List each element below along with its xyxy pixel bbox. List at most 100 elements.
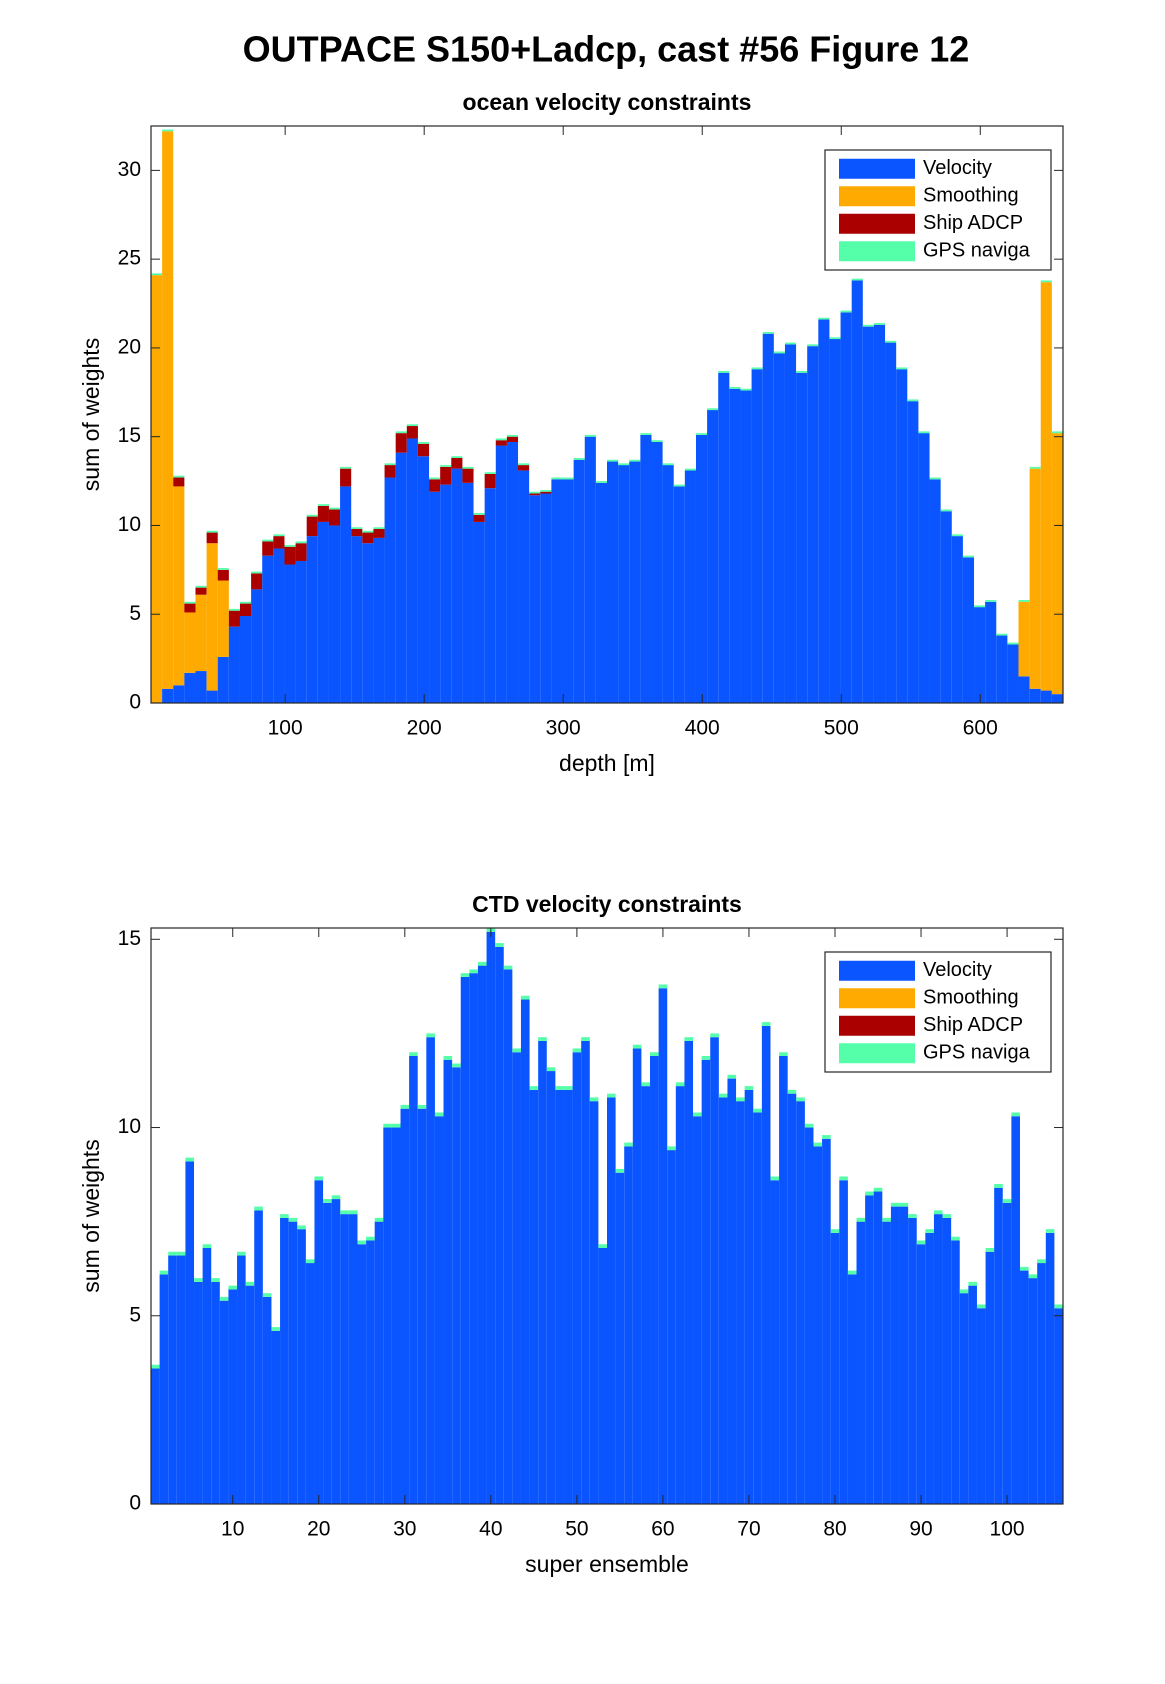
- bar-segment: [506, 436, 519, 443]
- bar-segment: [951, 534, 963, 537]
- bar-segment: [865, 1191, 874, 1196]
- bar-segment: [417, 456, 430, 703]
- bar-segment: [818, 317, 830, 320]
- bar-segment: [885, 340, 897, 343]
- bar-segment: [718, 371, 730, 373]
- bar-segment: [219, 1300, 229, 1504]
- bar-segment: [968, 1281, 977, 1286]
- bar-segment: [736, 1097, 745, 1102]
- bar-segment: [710, 1033, 719, 1038]
- x-tick-label: 50: [565, 1518, 588, 1541]
- bar-segment: [538, 1040, 547, 1504]
- bar-segment: [486, 931, 496, 1504]
- bar-segment: [239, 616, 252, 703]
- bar-segment: [271, 1327, 281, 1331]
- bar-segment: [839, 1176, 848, 1181]
- bar-segment: [462, 468, 474, 483]
- bar-segment: [184, 603, 196, 613]
- bar-segment: [942, 1214, 952, 1218]
- bar-segment: [254, 1210, 263, 1504]
- bar-segment: [206, 543, 218, 691]
- bar-segment: [451, 468, 463, 703]
- bar-segment: [641, 1082, 651, 1087]
- bar-segment: [629, 459, 641, 462]
- bar-segment: [942, 1217, 952, 1504]
- bar-segment: [217, 656, 229, 703]
- bar-segment: [951, 1236, 960, 1241]
- x-tick-label: 200: [407, 717, 442, 740]
- bar-segment: [684, 1040, 694, 1504]
- bar-segment: [829, 339, 841, 703]
- bar-segment: [383, 1127, 392, 1504]
- bar-segment: [615, 1168, 625, 1173]
- bar-segment: [529, 1086, 539, 1090]
- bar-segment: [804, 1127, 814, 1504]
- bar-segment: [1029, 688, 1041, 703]
- bar-segment: [675, 1086, 685, 1504]
- bar-segment: [929, 479, 941, 703]
- bar-segment: [1007, 644, 1019, 703]
- bar-segment: [540, 489, 552, 492]
- bar-segment: [323, 1202, 332, 1504]
- x-tick-label: 100: [990, 1518, 1025, 1541]
- bar-segment: [546, 1067, 556, 1072]
- bar-segment: [847, 1274, 857, 1504]
- bar-segment: [484, 473, 496, 489]
- bar-segment: [284, 546, 296, 565]
- bar-segment: [384, 463, 396, 466]
- bar-segment: [211, 1281, 220, 1504]
- bar-segment: [563, 1089, 573, 1504]
- bar-segment: [1051, 694, 1063, 703]
- subplot-title: ocean velocity constraints: [463, 89, 752, 115]
- bar-segment: [962, 555, 975, 558]
- bar-segment: [1019, 1270, 1029, 1504]
- bar-segment: [495, 943, 504, 947]
- bar-segment: [503, 969, 513, 1504]
- bar-segment: [184, 601, 196, 604]
- x-tick-label: 300: [546, 717, 581, 740]
- bar-segment: [773, 351, 785, 354]
- bar-segment: [976, 1308, 986, 1504]
- bar-segment: [162, 131, 174, 689]
- bar-segment: [237, 1251, 246, 1256]
- bar-segment: [228, 1289, 238, 1504]
- bar-segment: [206, 530, 218, 533]
- bar-segment: [851, 278, 863, 281]
- bar-segment: [727, 1078, 737, 1504]
- bar-segment: [406, 426, 418, 439]
- bar-segment: [195, 587, 207, 595]
- bar-segment: [328, 507, 341, 510]
- bar-segment: [366, 1240, 375, 1504]
- bar-segment: [331, 1199, 341, 1504]
- x-tick-label: 10: [221, 1518, 244, 1541]
- bar-segment: [701, 1059, 711, 1504]
- bar-segment: [373, 537, 385, 703]
- x-tick-label: 60: [651, 1518, 674, 1541]
- bar-segment: [195, 594, 207, 672]
- bar-segment: [228, 608, 240, 611]
- bar-segment: [295, 560, 307, 703]
- bar-segment: [996, 633, 1008, 636]
- bar-segment: [440, 465, 452, 467]
- legend-label: Smoothing: [923, 185, 1019, 207]
- plot-area: [151, 928, 1063, 1504]
- bar-segment: [159, 1270, 169, 1275]
- bar-segment: [473, 513, 485, 515]
- bar-segment: [896, 367, 908, 370]
- bar-segment: [807, 346, 819, 703]
- bar-segment: [374, 1217, 384, 1222]
- bar-segment: [673, 486, 685, 703]
- bar-segment: [184, 672, 196, 703]
- legend-swatch: [839, 1043, 915, 1064]
- bar-segment: [632, 1048, 642, 1504]
- bar-segment: [426, 1033, 435, 1038]
- bar-segment: [718, 372, 730, 703]
- bar-segment: [873, 1187, 883, 1192]
- bar-segment: [518, 463, 530, 466]
- bar-segment: [607, 1097, 616, 1504]
- bar-segment: [262, 541, 274, 556]
- legend-label: Ship ADCP: [923, 1014, 1023, 1036]
- bar-segment: [484, 488, 496, 703]
- bar-segment: [796, 1097, 805, 1102]
- legend-swatch: [839, 1015, 915, 1036]
